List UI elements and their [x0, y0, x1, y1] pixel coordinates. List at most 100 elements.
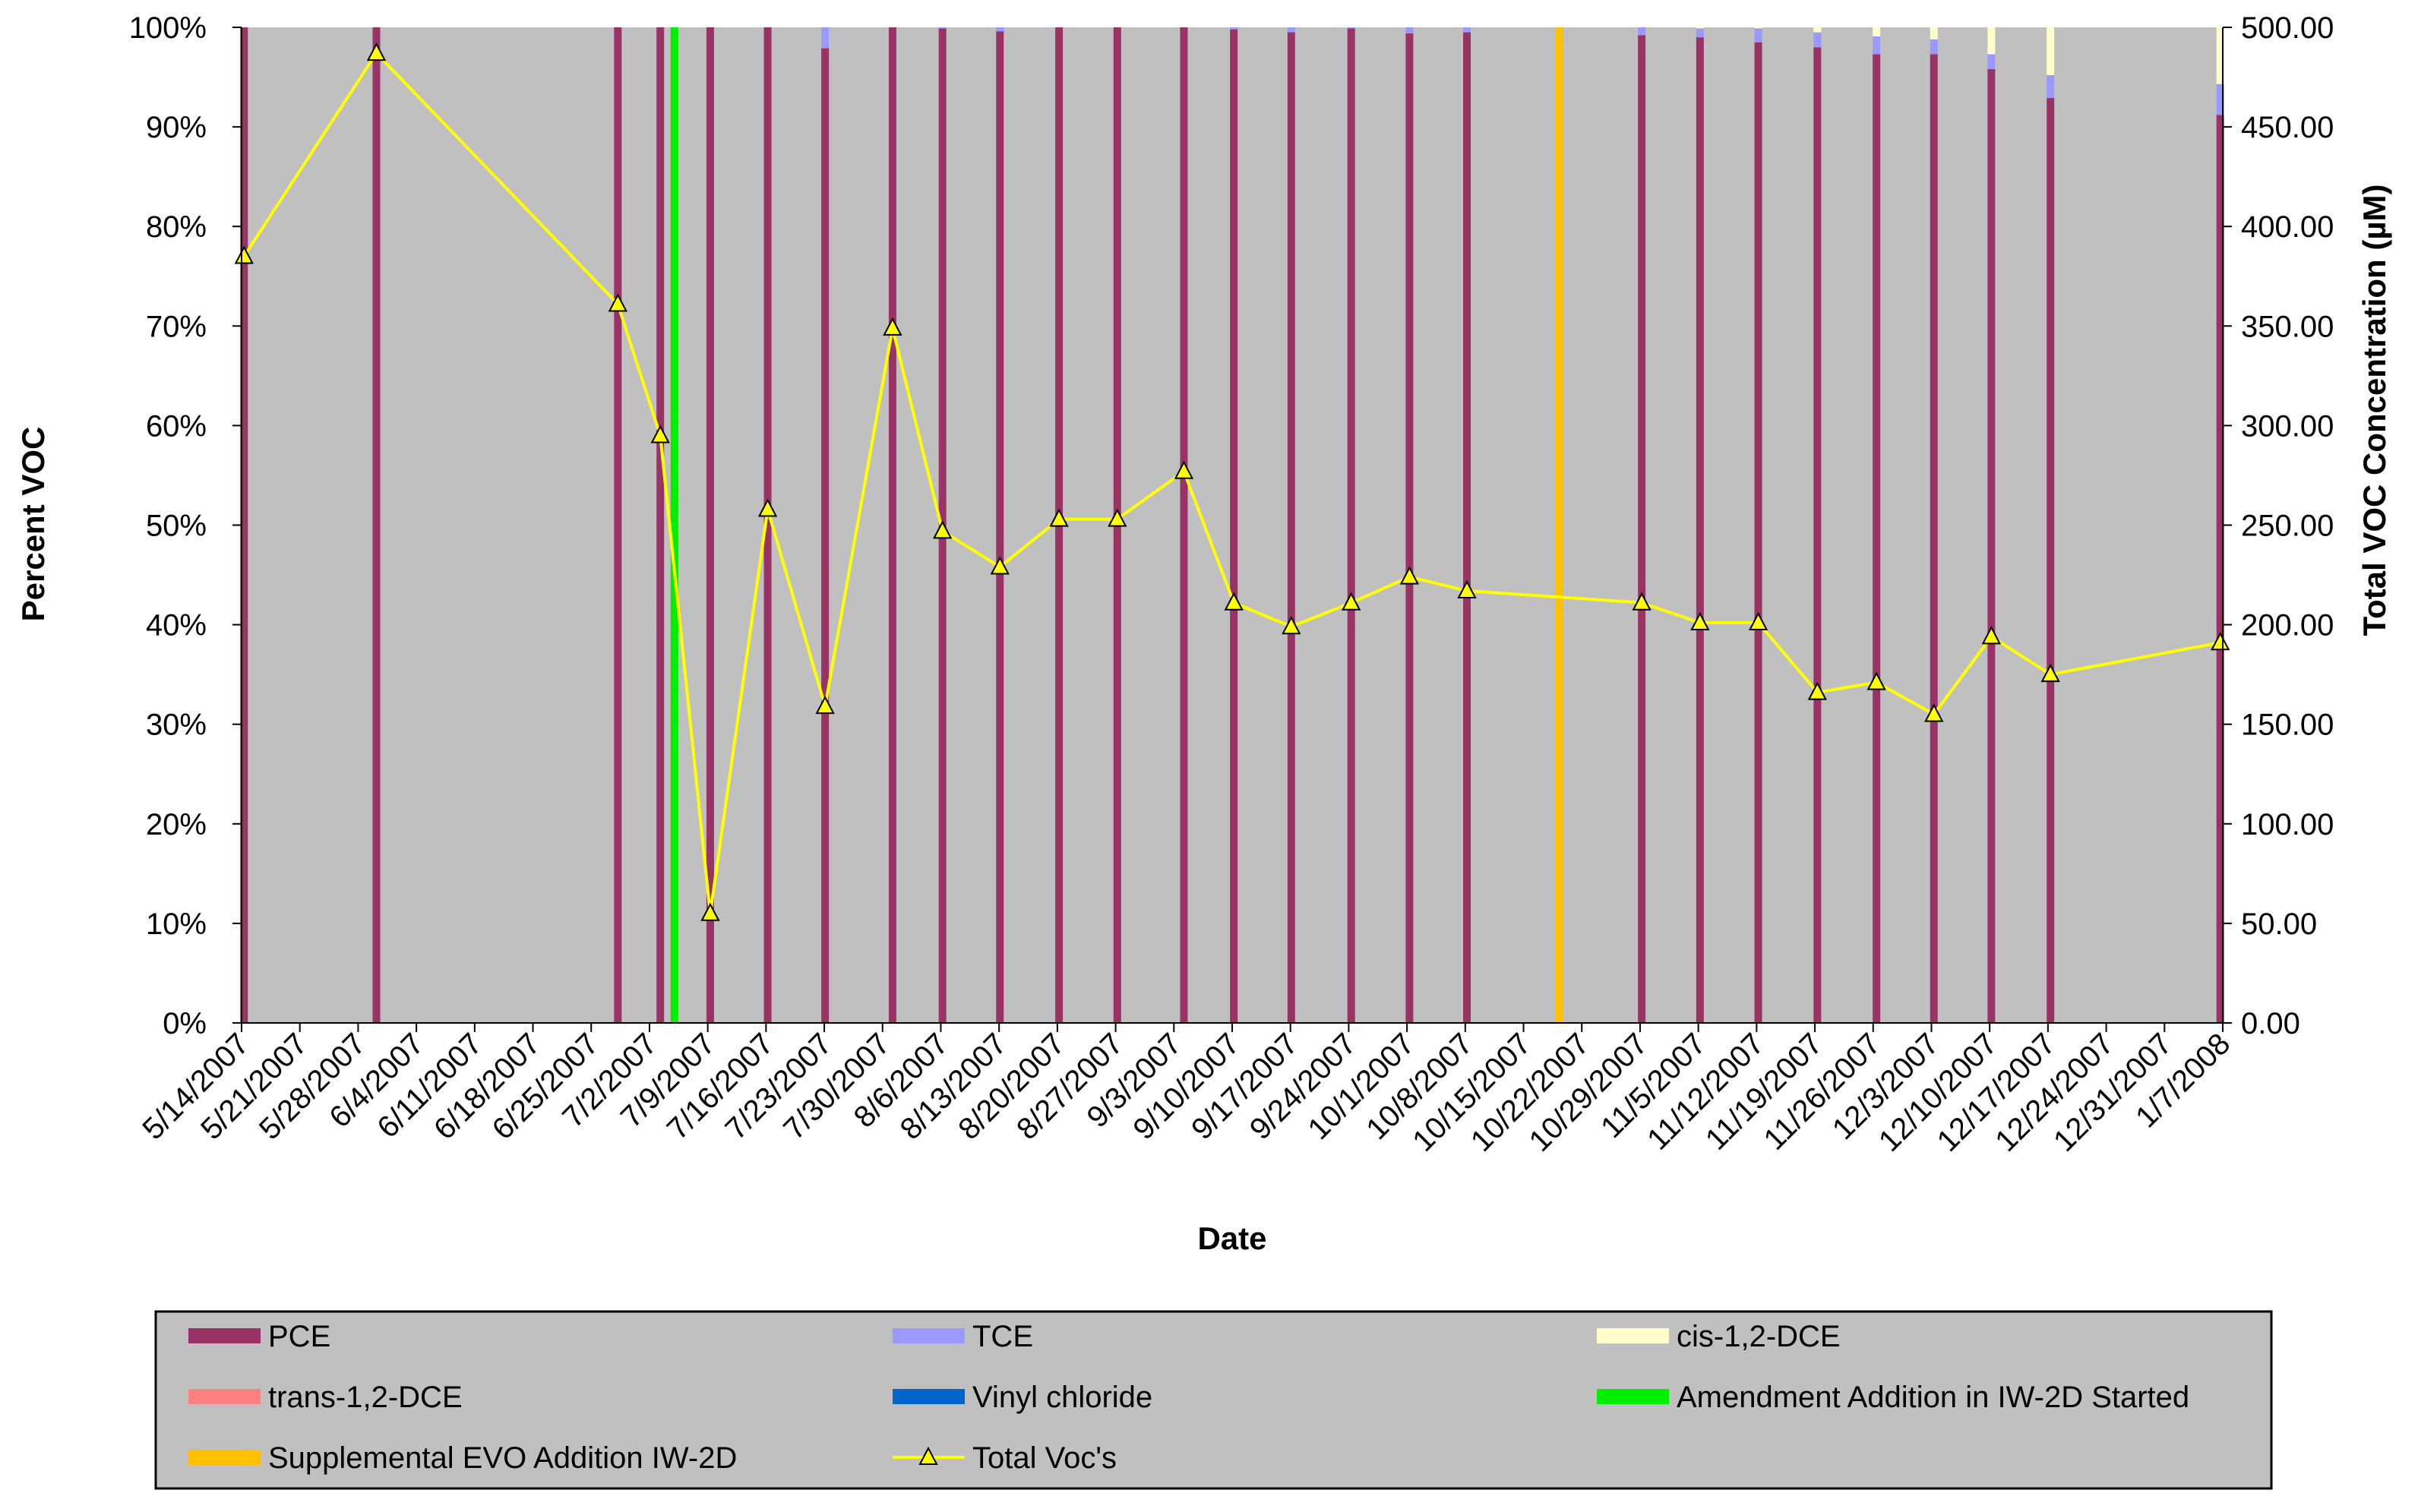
legend-item: cis-1,2-DCE	[1597, 1320, 1841, 1353]
total-voc-marker	[933, 520, 953, 539]
legend-item: PCE	[188, 1320, 330, 1353]
total-voc-marker	[234, 245, 254, 264]
bar-pce	[1180, 27, 1188, 1023]
bar-cis-dce	[1930, 27, 1938, 39]
total-voc-marker	[1690, 611, 1710, 630]
bar-group	[1347, 27, 1355, 1023]
bar-pce	[1347, 28, 1355, 1023]
total-voc-marker	[815, 695, 835, 715]
y2-tick-label: 500.00	[2241, 11, 2334, 45]
y2-axis-title: Total VOC Concentration (µM)	[2356, 184, 2392, 636]
bar-tce	[1463, 27, 1471, 33]
bar-group	[1180, 27, 1188, 1023]
bar-pce	[1405, 33, 1414, 1024]
total-voc-marker	[990, 556, 1010, 575]
bar-group	[1405, 27, 1414, 1024]
y-axis-left-labels: 0% 10% 20% 30% 40% 50% 60% 70% 80% 90% 100%	[129, 11, 207, 1040]
legend-label: Vinyl chloride	[972, 1381, 1152, 1414]
total-voc-marker	[1866, 671, 1886, 690]
bar-pce	[888, 27, 896, 1023]
bar-group	[1987, 27, 1996, 1023]
total-voc-marker	[1924, 703, 1944, 722]
voc-bars	[240, 27, 2224, 1024]
bar-tce	[1873, 36, 1881, 55]
bar-tce	[2047, 74, 2055, 99]
legend-item: Amendment Addition in IW-2D Started	[1597, 1381, 2189, 1414]
legend-item: TCE	[893, 1320, 1033, 1353]
y2-tick-label: 250.00	[2241, 510, 2334, 543]
legend-item: Total Voc's	[893, 1441, 1117, 1475]
bar-pce	[1873, 54, 1881, 1024]
y-tick-label: 90%	[146, 111, 207, 144]
total-voc-marker	[1981, 626, 2002, 645]
bar-cis-dce	[1873, 27, 1881, 36]
y2-tick-label: 50.00	[2241, 908, 2317, 941]
bar-pce	[614, 27, 622, 1023]
legend-swatch	[1597, 1389, 1669, 1404]
total-voc-marker	[1108, 508, 1127, 527]
legend-label: Supplemental EVO Addition IW-2D	[268, 1441, 737, 1475]
bar-tce	[1987, 54, 1996, 70]
y2-tick-label: 400.00	[2241, 210, 2334, 244]
y-tick-label: 20%	[146, 808, 207, 841]
legend-label: Total Voc's	[972, 1441, 1117, 1475]
bar-group	[1463, 27, 1471, 1023]
legend-label: cis-1,2-DCE	[1677, 1320, 1841, 1353]
total-voc-marker	[1282, 616, 1301, 635]
bar-pce	[2047, 98, 2055, 1023]
bar-group	[1287, 27, 1295, 1023]
total-voc-marker	[2211, 632, 2230, 651]
bar-pce	[1230, 29, 1238, 1024]
legend-swatch	[188, 1328, 261, 1343]
bar-group	[706, 27, 714, 1023]
bar-pce	[1638, 35, 1646, 1023]
bar-cis-dce	[1696, 27, 1704, 29]
bar-group	[1230, 27, 1238, 1024]
y-tick-label: 70%	[146, 310, 207, 343]
bar-cis-dce	[1754, 27, 1762, 29]
y-axis-right-labels: 0.00 50.00 100.00 150.00 200.00 250.00 300.00 3…	[2241, 11, 2334, 1040]
y-tick-label: 60%	[146, 409, 207, 443]
bar-pce	[1463, 32, 1471, 1023]
legend-item: Vinyl chloride	[893, 1381, 1152, 1414]
bar-tce	[1813, 32, 1822, 48]
y-tick-label: 80%	[146, 210, 207, 244]
legend-item: trans-1,2-DCE	[188, 1381, 463, 1414]
legend-label: Amendment Addition in IW-2D Started	[1677, 1381, 2189, 1414]
bar-pce	[763, 27, 772, 1023]
bar-group	[1754, 27, 1762, 1023]
bar-pce	[1696, 37, 1704, 1024]
y2-tick-label: 0.00	[2241, 1007, 2300, 1040]
bar-pce	[2216, 115, 2224, 1023]
bar-tce	[1696, 28, 1704, 38]
bar-group	[614, 27, 622, 1023]
y-tick-label: 40%	[146, 609, 207, 642]
y2-tick-label: 450.00	[2241, 111, 2334, 144]
bar-group	[1873, 27, 1881, 1024]
bar-group	[1696, 27, 1704, 1024]
total-voc-marker	[1174, 460, 1194, 479]
total-voc-marker	[1399, 566, 1420, 585]
y-axis-title: Percent VOC	[15, 427, 51, 622]
bar-cis-dce	[1987, 27, 1996, 55]
legend-swatch	[893, 1328, 965, 1343]
y-tick-label: 30%	[146, 709, 207, 742]
y-tick-label: 10%	[146, 908, 207, 941]
total-voc-marker	[650, 425, 670, 443]
bar-group	[2047, 27, 2055, 1023]
bar-pce	[1987, 69, 1996, 1023]
event-line	[670, 27, 678, 1023]
bar-group	[1813, 27, 1822, 1024]
bar-pce	[372, 27, 381, 1023]
y-tick-label: 0%	[163, 1007, 207, 1040]
bar-tce	[1405, 27, 1414, 33]
legend-marker-swatch	[918, 1446, 938, 1465]
bar-tce	[1230, 27, 1238, 30]
bar-group	[240, 27, 248, 1023]
bar-group	[2216, 27, 2224, 1023]
total-voc-marker	[1342, 592, 1361, 611]
total-voc-marker	[1807, 681, 1827, 700]
bar-group	[763, 27, 772, 1023]
bar-pce	[996, 31, 1004, 1023]
